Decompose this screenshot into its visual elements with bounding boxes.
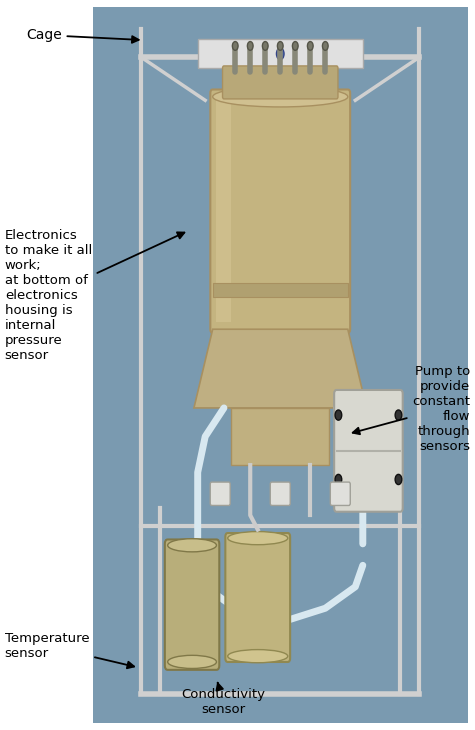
Polygon shape	[194, 329, 367, 408]
Ellipse shape	[228, 531, 288, 545]
FancyBboxPatch shape	[93, 7, 468, 723]
Circle shape	[262, 42, 268, 50]
Circle shape	[335, 410, 342, 420]
Ellipse shape	[213, 86, 348, 107]
FancyBboxPatch shape	[334, 390, 403, 512]
Ellipse shape	[168, 656, 217, 669]
FancyBboxPatch shape	[330, 482, 350, 505]
FancyBboxPatch shape	[222, 66, 338, 99]
FancyBboxPatch shape	[213, 283, 348, 297]
Text: Conductivity
sensor: Conductivity sensor	[181, 683, 265, 716]
Circle shape	[247, 42, 253, 50]
Text: Electronics
to make it all
work;
at bottom of
electronics
housing is
internal
pr: Electronics to make it all work; at bott…	[5, 229, 184, 362]
Text: Cage: Cage	[26, 28, 139, 43]
Circle shape	[277, 42, 283, 50]
Circle shape	[293, 42, 298, 50]
Text: Temperature
sensor: Temperature sensor	[5, 632, 134, 668]
Circle shape	[395, 474, 402, 485]
Circle shape	[232, 42, 238, 50]
Circle shape	[323, 42, 328, 50]
Text: Pump to
provide
constant
flow
through
sensors: Pump to provide constant flow through se…	[353, 365, 470, 453]
FancyBboxPatch shape	[198, 39, 363, 68]
FancyBboxPatch shape	[210, 482, 230, 505]
Ellipse shape	[228, 650, 288, 663]
FancyBboxPatch shape	[165, 539, 219, 670]
FancyBboxPatch shape	[225, 533, 290, 662]
Circle shape	[307, 42, 313, 50]
FancyBboxPatch shape	[270, 482, 290, 505]
Circle shape	[335, 474, 342, 485]
FancyBboxPatch shape	[231, 408, 329, 465]
Circle shape	[395, 410, 402, 420]
Circle shape	[276, 48, 284, 60]
FancyBboxPatch shape	[210, 90, 350, 333]
FancyBboxPatch shape	[217, 100, 231, 322]
Ellipse shape	[168, 539, 217, 552]
